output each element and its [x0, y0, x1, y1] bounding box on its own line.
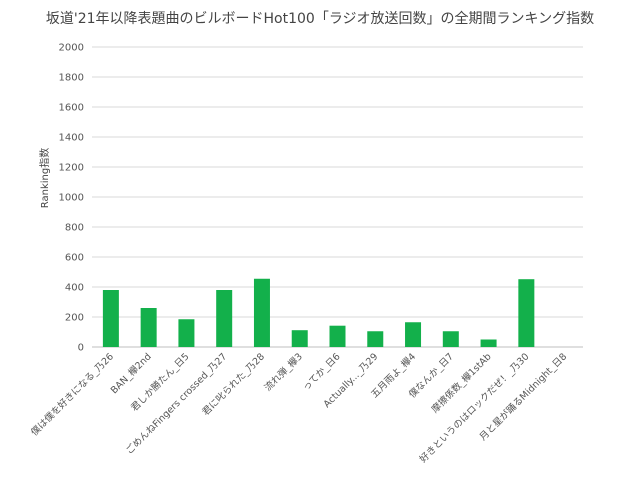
x-tick-label: 流れ弾_欅3 [262, 351, 305, 394]
y-tick-label: 800 [65, 223, 84, 234]
x-axis-ticks: 僕は僕を好きになる_乃26BAN_欅2nd君しか勝たん_日5ごめんねFinger… [28, 351, 569, 465]
y-axis-ticks: 0 200 400 600 800 1000 1200 1400 1600 1800 2000 [59, 43, 84, 354]
y-tick-label: 200 [65, 313, 84, 324]
y-tick-label: 1000 [59, 193, 84, 204]
bar [102, 290, 119, 347]
bar [518, 279, 535, 347]
y-tick-label: 0 [78, 343, 84, 354]
bar [178, 319, 195, 347]
bar [367, 331, 384, 347]
gridlines [92, 46, 583, 348]
y-tick-label: 1200 [59, 163, 84, 174]
y-tick-label: 1600 [59, 103, 84, 114]
bar [329, 325, 346, 347]
bar [140, 308, 157, 347]
bar [442, 331, 459, 347]
x-tick-label: 僕は僕を好きになる_乃26 [28, 351, 116, 439]
chart-title: 坂道'21年以降表題曲のビルボードHot100「ラジオ放送回数」の全期間ランキン… [45, 11, 595, 27]
bar [405, 322, 422, 347]
y-axis-title: Ranking指数 [38, 148, 51, 208]
bar [216, 290, 233, 347]
bar [291, 330, 308, 347]
y-tick-label: 2000 [59, 43, 84, 54]
y-tick-label: 400 [65, 283, 84, 294]
bars [102, 278, 535, 347]
y-tick-label: 600 [65, 253, 84, 264]
bar [480, 339, 497, 347]
y-tick-label: 1800 [59, 73, 84, 84]
bar [253, 278, 270, 347]
y-tick-label: 1400 [59, 133, 84, 144]
